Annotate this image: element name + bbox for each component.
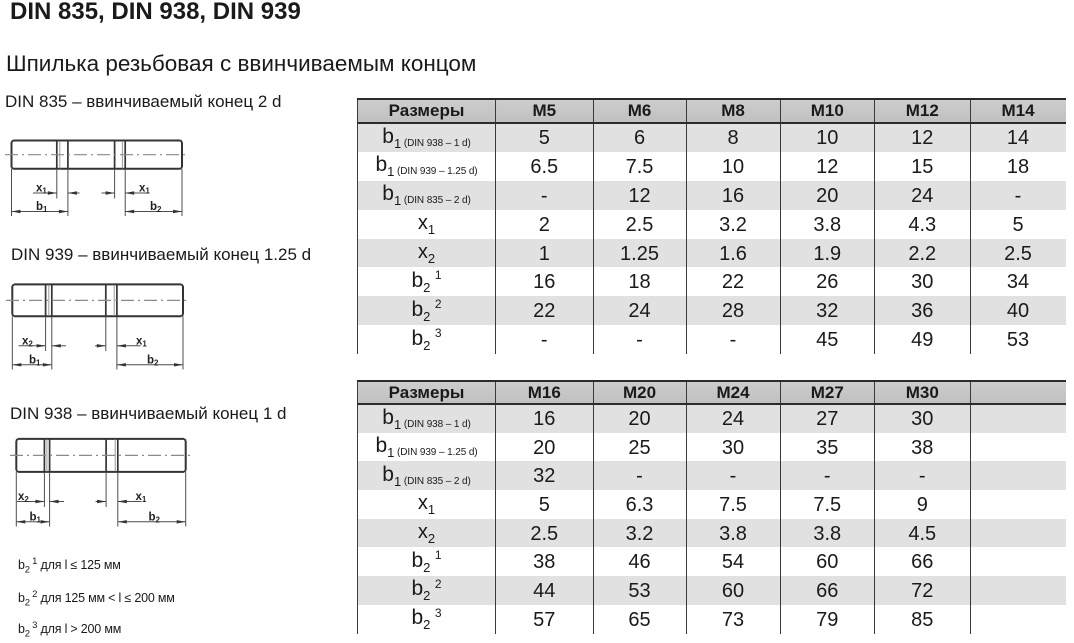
svg-text:b2: b2 bbox=[150, 201, 162, 214]
svg-text:x2: x2 bbox=[18, 491, 29, 504]
svg-text:x2: x2 bbox=[22, 335, 33, 348]
svg-text:x1: x1 bbox=[139, 183, 150, 196]
svg-text:x1: x1 bbox=[36, 183, 47, 196]
svg-text:b1: b1 bbox=[30, 511, 42, 524]
svg-text:b1: b1 bbox=[29, 354, 41, 367]
svg-text:x1: x1 bbox=[136, 491, 147, 504]
svg-text:x1: x1 bbox=[136, 335, 147, 348]
svg-text:b2: b2 bbox=[147, 354, 159, 367]
svg-text:b1: b1 bbox=[36, 201, 48, 214]
svg-text:b2: b2 bbox=[149, 511, 161, 524]
